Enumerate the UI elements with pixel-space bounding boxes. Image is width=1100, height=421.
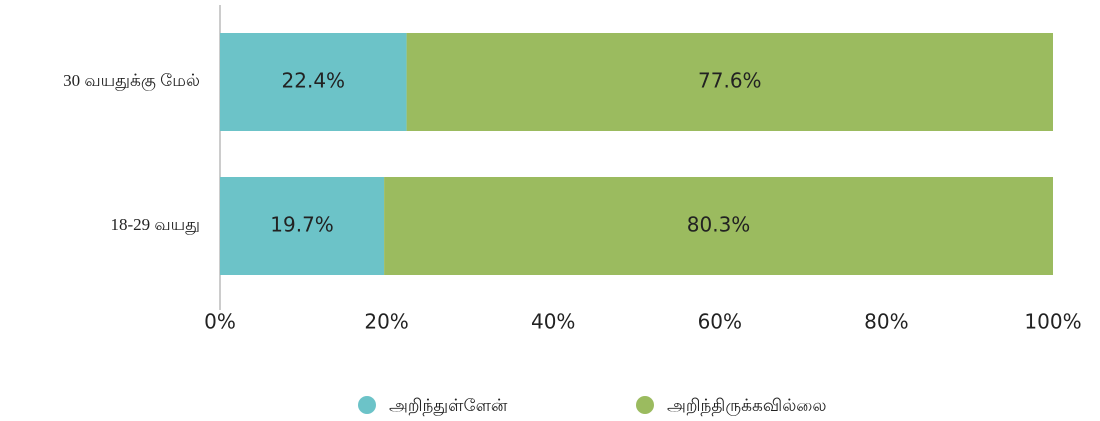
legend-label: அறிந்துள்ளேன் bbox=[389, 396, 508, 416]
x-tick-label: 0% bbox=[204, 310, 236, 334]
x-tick-label: 20% bbox=[364, 310, 408, 334]
x-tick-label: 60% bbox=[698, 310, 742, 334]
x-tick-label: 100% bbox=[1024, 310, 1081, 334]
data-label: 22.4% bbox=[282, 69, 346, 93]
data-label: 77.6% bbox=[698, 69, 762, 93]
y-tick-label: 30 வயதுக்கு மேல் bbox=[63, 71, 200, 91]
bar-segment bbox=[220, 177, 385, 275]
bar-segment bbox=[384, 177, 1053, 275]
legend-marker bbox=[636, 396, 654, 414]
data-label: 80.3% bbox=[687, 213, 751, 237]
data-label: 19.7% bbox=[270, 213, 334, 237]
legend-marker bbox=[358, 396, 376, 414]
x-tick-label: 40% bbox=[531, 310, 575, 334]
bar-segment bbox=[220, 33, 407, 131]
x-tick-label: 80% bbox=[864, 310, 908, 334]
y-tick-label: 18-29 வயது bbox=[111, 215, 201, 235]
bar-segment bbox=[406, 33, 1053, 131]
legend-label: அறிந்திருக்கவில்லை bbox=[667, 396, 827, 416]
